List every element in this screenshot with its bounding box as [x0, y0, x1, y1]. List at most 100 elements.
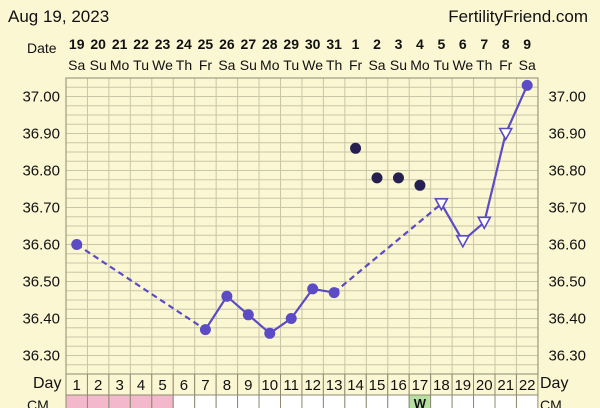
grid: [65, 77, 539, 375]
temp-point: [221, 290, 233, 302]
cm-cell: [494, 394, 517, 408]
cm-cell: [258, 394, 281, 408]
x-tick-cycle-day: 18: [433, 377, 450, 394]
x-tick-cycle-day: 9: [244, 377, 252, 394]
x-tick-date: 31: [326, 36, 342, 52]
temp-point-excluded: [392, 172, 404, 184]
date-row-label: Date: [27, 40, 57, 56]
cm-cell: [86, 394, 110, 408]
x-tick-date: 2: [373, 36, 381, 52]
x-tick-weekday: We: [302, 57, 323, 73]
y-tick-label-left: 37.00: [22, 89, 60, 106]
y-tick-label-right: 37.00: [548, 89, 586, 106]
x-tick-weekday: Tu: [433, 57, 449, 73]
x-tick-cycle-day: 11: [283, 377, 299, 394]
cm-cell: [451, 394, 475, 408]
x-tick-cycle-day: 22: [519, 377, 536, 394]
temp-line-dashed: [76, 243, 207, 331]
x-tick-date: 8: [502, 36, 510, 52]
y-tick-label-right: 36.30: [548, 348, 586, 365]
x-tick-date: 24: [176, 36, 192, 52]
x-tick-weekday: Tu: [283, 57, 299, 73]
cm-cell: [365, 394, 389, 408]
x-tick-cycle-day: 5: [158, 377, 166, 394]
x-tick-weekday: Th: [176, 57, 192, 73]
cm-cell: [344, 394, 367, 408]
x-tick-date: 3: [395, 36, 403, 52]
x-tick-date: 1: [352, 36, 360, 52]
temp-point-excluded: [371, 172, 383, 184]
x-tick-date: 19: [69, 36, 85, 52]
y-tick-label-left: 36.40: [22, 311, 60, 328]
temp-point-triangle: [476, 216, 492, 230]
x-tick-cycle-day: 10: [261, 377, 278, 394]
x-tick-cycle-day: 3: [115, 377, 123, 394]
x-tick-date: 29: [283, 36, 299, 52]
cm-row-label-right: CM: [540, 397, 562, 408]
x-tick-date: 21: [112, 36, 128, 52]
y-tick-label-right: 36.80: [548, 163, 586, 180]
cm-cell: [387, 394, 410, 408]
x-tick-date: 5: [437, 36, 445, 52]
temp-line-dashed: [333, 202, 443, 294]
cm-cell: [194, 394, 217, 408]
x-tick-weekday: Th: [476, 57, 492, 73]
x-tick-weekday: Mo: [110, 57, 130, 73]
y-tick-label-right: 36.90: [548, 126, 586, 143]
x-tick-weekday: Sa: [368, 57, 385, 73]
x-tick-cycle-day: 16: [390, 377, 407, 394]
x-tick-date: 23: [155, 36, 171, 52]
cm-cell: [473, 394, 496, 408]
cm-cell: [301, 394, 324, 408]
cm-cell: [151, 394, 174, 408]
y-tick-label-left: 36.90: [22, 126, 60, 143]
x-tick-date: 9: [523, 36, 531, 52]
x-tick-date: 6: [459, 36, 467, 52]
temp-point-triangle: [434, 198, 449, 212]
x-tick-date: 25: [198, 36, 214, 52]
x-tick-cycle-day: 15: [369, 377, 386, 394]
x-tick-date: 7: [480, 36, 488, 52]
x-tick-cycle-day: 17: [412, 377, 429, 394]
temp-point: [264, 327, 276, 339]
x-tick-weekday: Tu: [133, 57, 149, 73]
x-tick-weekday: Mo: [410, 57, 430, 73]
y-tick-label-right: 36.70: [548, 200, 586, 217]
x-tick-weekday: We: [152, 57, 173, 73]
y-tick-label-left: 36.50: [22, 274, 60, 291]
x-tick-cycle-day: 20: [476, 377, 493, 394]
cm-cell: [430, 394, 453, 408]
site-name: FertilityFriend.com: [448, 7, 588, 26]
x-tick-cycle-day: 19: [454, 377, 471, 394]
temp-point: [199, 324, 211, 336]
axis-labels: 37.00 37.00 36.90 36.90 36.80 36.80 36.70 36.70…: [22, 36, 586, 408]
cm-cell: [172, 394, 196, 408]
cm-cell: [65, 394, 88, 408]
x-tick-cycle-day: 8: [223, 377, 231, 394]
x-tick-weekday: Sa: [519, 57, 536, 73]
y-tick-label-right: 36.40: [548, 311, 586, 328]
day-row-label: Day: [33, 375, 61, 392]
y-tick-label-left: 36.60: [22, 237, 60, 254]
temp-point: [307, 283, 319, 295]
x-tick-date: 27: [241, 36, 257, 52]
x-tick-date: 20: [90, 36, 106, 52]
temp-points: [71, 79, 533, 339]
temp-point: [285, 313, 297, 324]
cm-cell: [280, 394, 303, 408]
x-tick-weekday: Su: [90, 57, 107, 73]
x-tick-weekday: Sa: [68, 57, 85, 73]
x-tick-weekday: Su: [390, 57, 407, 73]
cm-cell: [129, 394, 153, 408]
x-tick-cycle-day: 7: [201, 377, 209, 394]
temp-point: [242, 309, 254, 321]
x-tick-weekday: Th: [326, 57, 342, 73]
x-tick-date: 26: [219, 36, 235, 52]
x-tick-cycle-day: 12: [304, 377, 321, 394]
x-tick-cycle-day: 2: [94, 377, 102, 394]
x-tick-cycle-day: 14: [347, 377, 364, 394]
cm-label: W: [414, 396, 427, 408]
cm-cell: [237, 394, 260, 408]
